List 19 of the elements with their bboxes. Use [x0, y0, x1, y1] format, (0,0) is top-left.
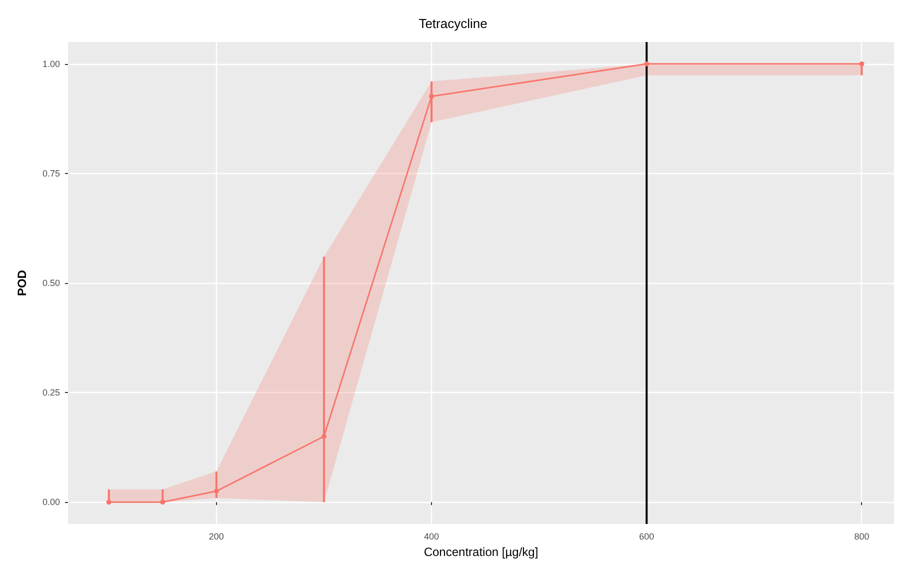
point [321, 434, 326, 439]
y-tick-label: 0.25 [42, 388, 60, 398]
y-tick-label: 1.00 [42, 58, 60, 69]
y-tick-label: 0.50 [42, 278, 60, 288]
point [106, 500, 112, 505]
y-tick-label: 0.00 [42, 497, 60, 508]
x-tick-label: 600 [639, 532, 654, 542]
point [859, 61, 864, 66]
point [160, 500, 166, 505]
x-axis-title: Concentration [µg/kg] [424, 545, 538, 559]
point [214, 488, 219, 494]
x-tick-label: 400 [424, 532, 440, 542]
x-tick-label: 200 [208, 532, 224, 542]
y-axis-title: POD [15, 270, 29, 296]
x-tick-label: 800 [854, 532, 870, 542]
point [644, 61, 650, 66]
point [429, 94, 434, 99]
chart-title: Tetracycline [418, 16, 488, 31]
y-tick-label: 0.75 [42, 168, 60, 178]
